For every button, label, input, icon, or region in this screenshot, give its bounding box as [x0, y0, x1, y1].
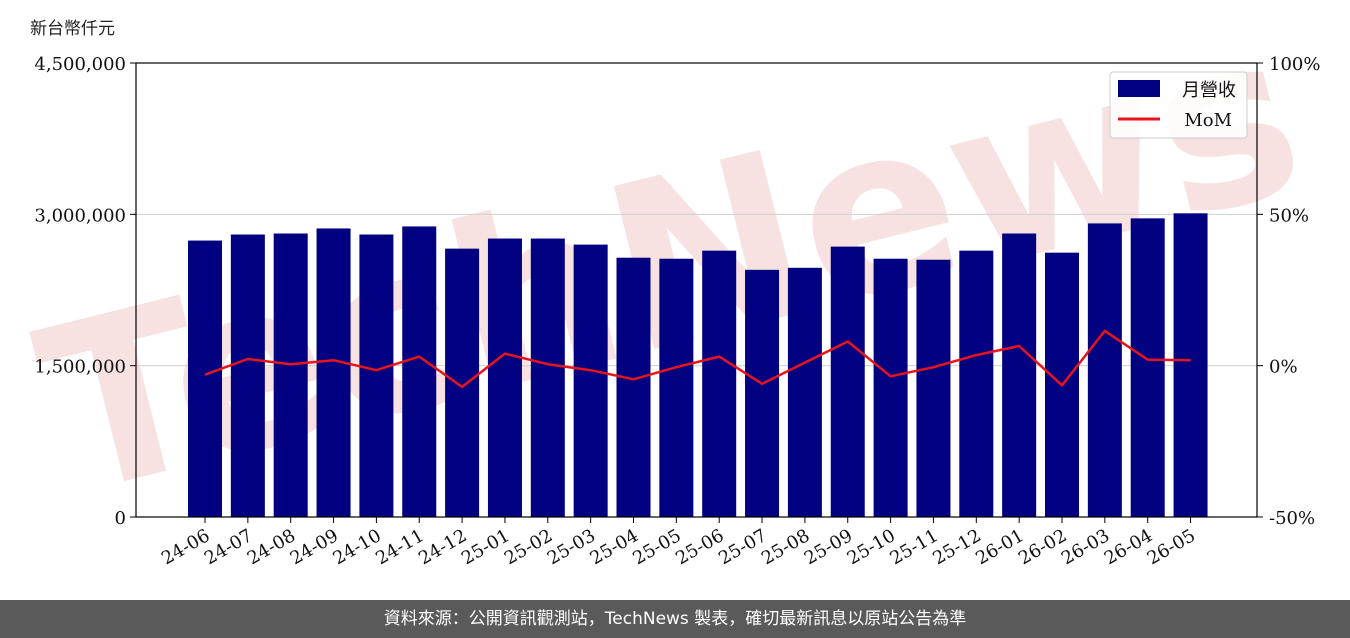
x-axis-tick-label: 25-02 — [501, 525, 556, 569]
x-axis-tick-label: 26-03 — [1058, 525, 1113, 569]
revenue-bar — [702, 250, 737, 518]
revenue-bar — [916, 259, 951, 517]
revenue-bar — [573, 244, 608, 517]
revenue-bar — [1002, 233, 1037, 517]
x-axis-tick-label: 26-05 — [1144, 525, 1199, 569]
y-axis-unit-label: 新台幣仟元 — [30, 19, 115, 39]
x-axis-tick-label: 26-02 — [1015, 525, 1070, 569]
revenue-bar — [1173, 213, 1208, 517]
x-axis-tick-label: 24-08 — [244, 525, 299, 569]
x-axis-tick-label: 26-01 — [972, 525, 1027, 569]
revenue-bar — [1087, 223, 1122, 517]
revenue-bar — [659, 258, 694, 517]
revenue-bar — [273, 233, 308, 517]
left-axis-tick-label: 3,000,000 — [34, 205, 126, 226]
right-axis-tick-label: -50% — [1269, 508, 1315, 529]
revenue-bar — [873, 258, 908, 517]
revenue-bar — [1130, 218, 1165, 517]
left-axis-tick-label: 0 — [115, 508, 126, 529]
source-footer: 資料來源：公開資訊觀測站，TechNews 製表，確切最新訊息以原站公告為準 — [0, 600, 1350, 638]
x-axis-tick-label: 24-07 — [201, 525, 256, 569]
x-axis-tick-label: 26-04 — [1101, 525, 1156, 569]
revenue-bar — [316, 228, 351, 518]
revenue-bar — [188, 240, 222, 517]
revenue-bar — [616, 257, 651, 517]
x-axis-tick-label: 24-10 — [329, 525, 384, 569]
revenue-bar — [530, 238, 565, 517]
x-axis-tick-label: 25-10 — [844, 525, 899, 569]
revenue-bar — [359, 234, 394, 517]
bar-series — [188, 213, 1208, 518]
revenue-bar — [402, 226, 437, 517]
left-axis-tick-label: 4,500,000 — [34, 54, 126, 75]
x-axis-tick-label: 25-11 — [887, 525, 942, 569]
x-axis-tick-label: 24-12 — [415, 525, 470, 569]
x-axis-tick-label: 25-01 — [458, 525, 513, 569]
revenue-bar — [959, 250, 994, 518]
revenue-bar — [830, 246, 865, 517]
revenue-chart: TechNews 01,500,0003,000,0004,500,000-50… — [18, 0, 1325, 569]
x-axis-tick-label: 25-06 — [672, 525, 727, 569]
revenue-bar — [445, 248, 480, 517]
right-axis-tick-label: 50% — [1269, 205, 1309, 226]
x-axis-tick-label: 25-08 — [758, 525, 813, 569]
legend: 月營收 MoM — [1109, 71, 1248, 139]
x-axis-tick-label: 25-07 — [715, 525, 770, 569]
plot-frame — [135, 62, 1258, 518]
revenue-bar — [787, 267, 822, 517]
right-axis-tick-label: 0% — [1269, 357, 1298, 378]
x-axis-tick-label: 25-03 — [544, 525, 599, 569]
revenue-bar — [487, 238, 522, 517]
x-axis-tick-label: 24-09 — [287, 525, 342, 569]
x-axis-tick-label: 24-11 — [372, 525, 427, 569]
x-axis-tick-label: 25-04 — [587, 525, 642, 569]
mom-line-series — [204, 329, 1191, 389]
legend-label-revenue: 月營收 — [1182, 80, 1236, 101]
x-axis-tick-label: 25-09 — [801, 525, 856, 569]
revenue-bar — [745, 269, 780, 517]
right-axis-tick-label: 100% — [1269, 54, 1320, 75]
revenue-bar — [230, 234, 265, 517]
x-axis-tick-label: 25-12 — [929, 525, 984, 569]
legend-swatch-revenue — [1118, 80, 1160, 97]
x-axis-tick-label: 24-06 — [158, 525, 213, 569]
x-axis-tick-label: 25-05 — [629, 525, 684, 569]
mom-line — [204, 329, 1191, 389]
legend-label-mom: MoM — [1184, 110, 1232, 131]
left-axis-tick-label: 1,500,000 — [34, 357, 126, 378]
